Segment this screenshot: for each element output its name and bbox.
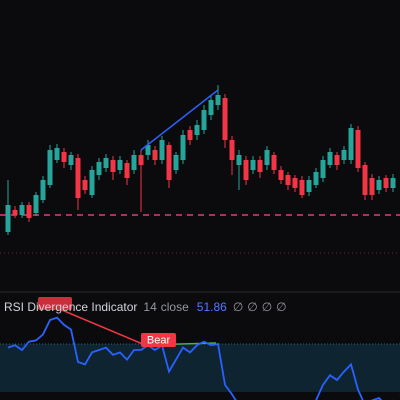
indicator-header: RSI Divergence Indicator 14 close 51.86 ∅ ∅ ∅ ∅ (4, 300, 287, 314)
candle-body (362, 165, 368, 195)
candle-body (243, 160, 249, 180)
candle-body (152, 150, 158, 160)
candle-body (19, 205, 25, 215)
trendline (140, 89, 219, 151)
candle-body (110, 160, 116, 172)
candle-body (257, 160, 263, 172)
candle-body (131, 155, 137, 170)
candle-body (166, 145, 172, 180)
candle-body (103, 158, 109, 168)
candle-body (187, 130, 193, 140)
candle-body (355, 130, 361, 168)
indicator-icon: ∅ (247, 300, 257, 314)
candle-body (292, 178, 298, 188)
candle-body (250, 160, 256, 170)
rsi-band (0, 344, 400, 392)
candle-body (327, 152, 333, 165)
candle-body (376, 180, 382, 190)
divergence-line (49, 304, 146, 346)
candle-body (215, 95, 221, 105)
candle-body (320, 160, 326, 178)
candle-body (117, 160, 123, 170)
candle-body (124, 163, 130, 178)
candle-body (299, 180, 305, 195)
signal-label-bg (141, 333, 176, 347)
candle-body (145, 145, 151, 155)
candle-body (75, 158, 81, 198)
indicator-length: 14 (143, 300, 157, 314)
candle-body (369, 178, 375, 195)
candle-body (194, 125, 200, 135)
candle-body (180, 135, 186, 160)
candle-body (383, 178, 389, 188)
candle-body (173, 155, 179, 170)
candle-body (61, 152, 67, 162)
candle-body (47, 150, 53, 185)
candle-body (278, 170, 284, 180)
candle-body (82, 180, 88, 190)
candle-body (334, 155, 340, 165)
candle-body (208, 100, 214, 115)
candle-body (236, 155, 242, 165)
candle-body (26, 205, 32, 218)
candle-body (201, 110, 207, 130)
indicator-icon: ∅ (276, 300, 286, 314)
indicator-value: 51.86 (197, 300, 227, 314)
indicator-icon: ∅ (233, 300, 243, 314)
indicator-name: RSI Divergence Indicator (4, 300, 137, 314)
candle-body (222, 98, 228, 140)
indicator-source: close (161, 300, 189, 314)
candle-body (138, 155, 144, 165)
indicator-icon: ∅ (262, 300, 272, 314)
candle-body (33, 195, 39, 213)
candle-body (12, 210, 18, 215)
candle-body (96, 162, 102, 175)
candle-body (264, 150, 270, 165)
candle-body (271, 155, 277, 170)
candle-body (54, 148, 60, 160)
candle-body (68, 155, 74, 165)
rsi-line (7, 316, 393, 400)
candle-body (5, 205, 11, 232)
candle-body (159, 140, 165, 160)
candle-body (40, 180, 46, 200)
signal-label: Bear (147, 334, 171, 346)
candle-body (341, 150, 347, 160)
candle-body (306, 180, 312, 192)
signal-tag (38, 297, 72, 310)
candle-body (348, 128, 354, 160)
candle-body (313, 172, 319, 185)
candle-body (285, 175, 291, 185)
candle-body (229, 140, 235, 160)
candle-body (89, 170, 95, 195)
candle-body (390, 178, 396, 188)
